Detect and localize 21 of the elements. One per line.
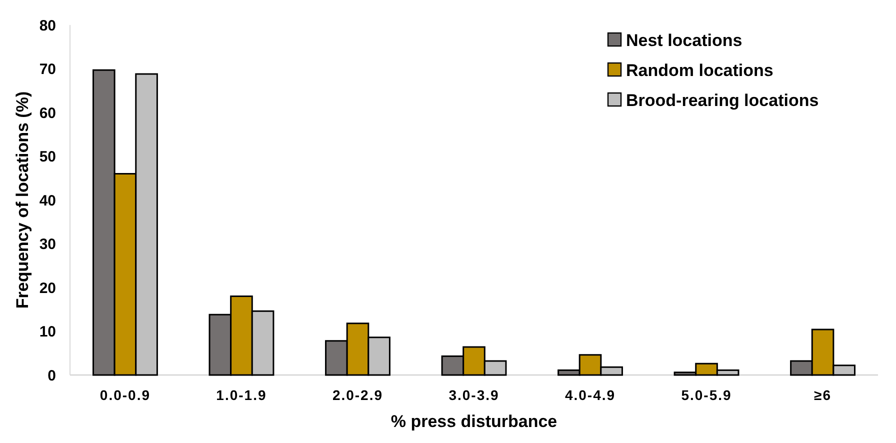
y-tick-label: 80 (39, 17, 56, 34)
x-axis-title: % press disturbance (390, 412, 558, 431)
y-tick-label: 30 (39, 236, 56, 253)
y-tick-label: 70 (39, 61, 56, 78)
x-tick-label: 5.0-5.9 (681, 387, 732, 403)
y-tick-label: 20 (39, 280, 56, 297)
x-tick-label: 0.0-0.9 (100, 387, 151, 403)
y-tick-label: 60 (39, 104, 56, 122)
x-tick-label: 3.0-3.9 (448, 387, 500, 403)
legend-label: Nest locations (626, 30, 742, 50)
x-tick-label: 2.0-2.9 (332, 387, 384, 403)
y-tick-label: 0 (48, 367, 56, 384)
x-tick-label: ≥6 (814, 387, 832, 403)
y-axis-title: Frequency of locations (%) (13, 91, 32, 309)
x-tick-label: 1.0-1.9 (216, 387, 267, 403)
legend-label: Brood-rearing locations (626, 90, 819, 110)
y-tick-label: 10 (39, 324, 56, 340)
x-tick-label: 4.0-4.9 (564, 387, 616, 403)
legend-label: Random locations (626, 60, 774, 80)
y-tick-label: 50 (39, 148, 56, 166)
y-tick-label: 40 (39, 192, 56, 210)
